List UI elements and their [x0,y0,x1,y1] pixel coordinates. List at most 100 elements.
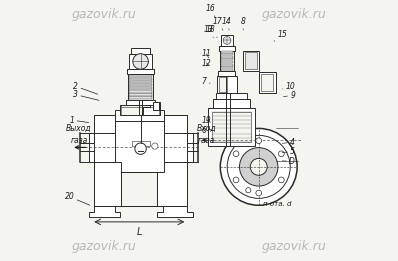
Text: 16: 16 [206,4,216,17]
Bar [131,141,150,146]
Text: 14: 14 [221,17,231,30]
Text: L: L [137,227,142,236]
Bar [221,51,233,53]
Text: gazovik.ru: gazovik.ru [72,9,137,21]
Bar [127,69,154,74]
Text: Вход: Вход [197,123,217,133]
Bar [221,63,233,66]
Bar [129,81,152,83]
Bar [259,72,275,93]
Bar [208,108,255,112]
Bar [121,107,159,115]
Text: 10: 10 [282,82,295,91]
Bar [221,69,233,71]
Bar [208,142,255,146]
Circle shape [135,143,146,155]
Bar [221,53,233,55]
Bar [261,74,273,91]
Bar [251,108,255,146]
Bar [213,99,250,108]
Bar [216,93,247,99]
Bar [126,100,155,105]
Circle shape [133,54,148,69]
Bar [129,93,152,96]
Text: 1: 1 [70,116,89,124]
Bar [208,108,212,146]
Polygon shape [143,102,160,115]
Circle shape [233,151,239,157]
Bar [259,72,275,93]
Circle shape [250,158,267,175]
Bar [217,76,237,93]
Polygon shape [94,115,115,133]
Text: 18: 18 [206,25,216,38]
Bar [120,105,160,115]
Bar [129,78,152,80]
Circle shape [152,143,158,149]
Circle shape [227,135,290,198]
Text: 15: 15 [274,30,287,41]
Circle shape [256,138,261,144]
Bar [129,90,152,93]
Bar [219,46,235,51]
Text: 8: 8 [241,17,246,30]
Bar [213,99,250,108]
Bar [129,74,153,100]
Text: 12: 12 [202,58,211,68]
Bar [245,52,257,69]
Bar [243,51,259,71]
Bar [129,75,152,77]
Circle shape [223,37,231,44]
Bar [219,71,235,76]
Bar [221,58,233,60]
Bar [219,77,227,92]
Circle shape [246,188,251,193]
Polygon shape [94,162,187,206]
Text: 6: 6 [202,126,211,135]
Text: 13: 13 [204,25,217,38]
Circle shape [256,190,261,196]
Text: gazovik.ru: gazovik.ru [72,240,137,252]
Polygon shape [115,105,164,121]
Polygon shape [158,206,193,217]
Bar [208,108,255,146]
Text: 11: 11 [202,49,211,58]
Text: 5: 5 [282,147,295,156]
Bar [129,87,152,90]
Polygon shape [164,133,187,162]
Bar [219,71,235,76]
Polygon shape [94,133,115,162]
Bar [221,61,233,63]
Text: 4: 4 [282,138,295,147]
Bar [220,51,234,71]
Text: 19: 19 [202,116,211,125]
Polygon shape [89,206,120,217]
Polygon shape [164,115,187,133]
Bar [129,84,152,86]
Text: 20: 20 [64,192,90,205]
Bar [129,97,152,99]
Text: 17: 17 [213,17,223,30]
Text: gazovik.ru: gazovik.ru [261,9,326,21]
Bar [129,54,152,69]
Bar [219,46,235,51]
Bar [153,102,159,110]
Bar [217,76,237,93]
Bar [126,100,155,105]
Text: gazovik.ru: gazovik.ru [261,240,326,252]
Circle shape [220,128,297,205]
Bar [221,35,233,46]
Bar [131,49,150,54]
Circle shape [279,177,284,183]
Text: газа: газа [70,136,88,145]
Bar [212,112,251,142]
Text: 3: 3 [73,90,99,100]
Circle shape [233,177,239,183]
Bar [221,66,233,68]
Text: 7: 7 [202,77,210,86]
Text: Выход: Выход [66,123,92,133]
Circle shape [240,148,278,186]
Polygon shape [89,115,193,206]
Circle shape [279,151,284,157]
Bar [221,56,233,58]
